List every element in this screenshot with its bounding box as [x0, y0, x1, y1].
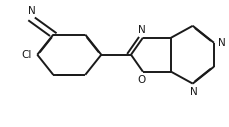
Text: O: O [137, 75, 145, 85]
Text: N: N [137, 25, 145, 35]
Text: N: N [27, 6, 35, 16]
Text: N: N [217, 38, 225, 48]
Text: N: N [189, 87, 197, 97]
Text: Cl: Cl [21, 50, 31, 60]
